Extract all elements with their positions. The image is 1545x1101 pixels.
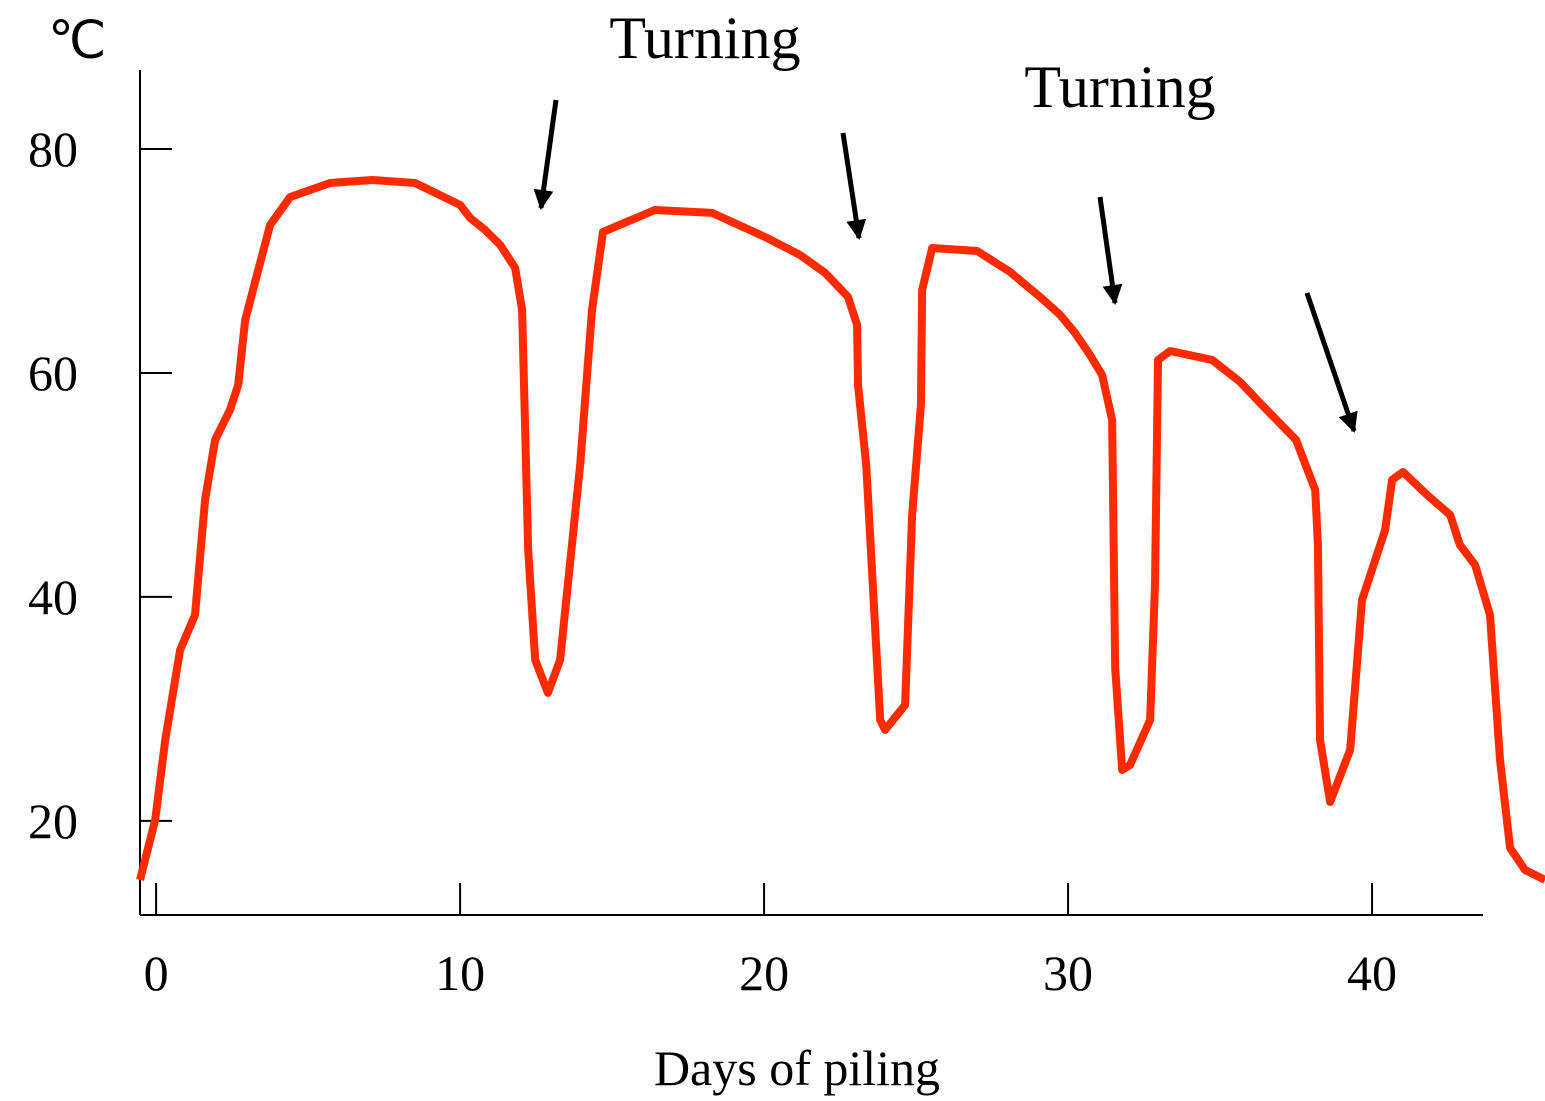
x-tick-label: 30 [1043, 945, 1093, 1001]
arrow [1097, 196, 1123, 305]
arrow [840, 132, 867, 240]
annotation: Turning [1024, 54, 1215, 120]
y-tick-label: 60 [28, 345, 78, 401]
x-tick-label: 0 [144, 945, 169, 1001]
y-unit-label: ℃ [48, 12, 106, 70]
x-tick-label: 10 [435, 945, 485, 1001]
arrow [1304, 292, 1358, 433]
x-tick-label: 20 [739, 945, 789, 1001]
y-tick-label: 80 [28, 121, 78, 177]
data-line [136, 175, 1545, 884]
y-tick-label: 40 [28, 569, 78, 625]
x-tick-label: 40 [1347, 945, 1397, 1001]
y-tick-label: 20 [28, 793, 78, 849]
x-axis-label: Days of piling [654, 1040, 940, 1096]
arrow [533, 99, 559, 210]
annotation: Turning [609, 5, 800, 71]
